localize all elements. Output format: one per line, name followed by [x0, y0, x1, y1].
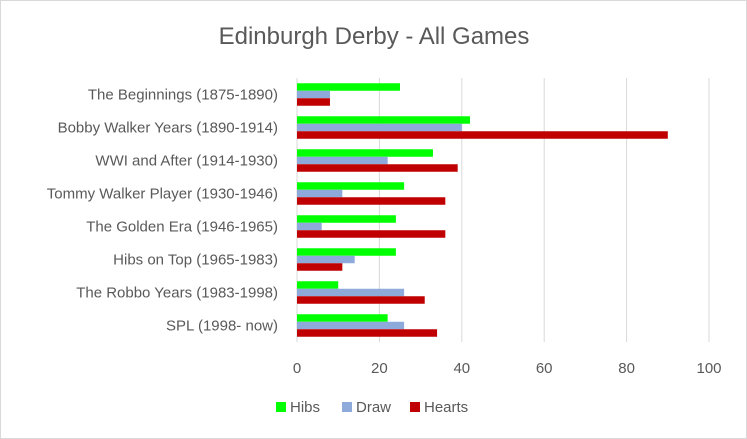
category-label: The Beginnings (1875-1890) — [88, 87, 278, 104]
bar-draw — [297, 288, 405, 297]
bar-hearts — [297, 296, 425, 304]
bar-hearts — [297, 263, 343, 271]
x-tick-label: 80 — [618, 360, 635, 377]
bar-draw — [297, 189, 343, 198]
legend-label-hearts: Hearts — [424, 399, 468, 416]
bar-hearts — [297, 98, 330, 106]
bar-draw — [297, 156, 388, 165]
bar-draw — [297, 90, 330, 99]
bar-draw — [297, 255, 355, 264]
bar-draw — [297, 123, 462, 132]
category-label: SPL (1998- now) — [166, 318, 278, 335]
x-axis-ticks: 0 20 40 60 80 100 — [293, 360, 722, 377]
legend-label-hibs: Hibs — [290, 399, 320, 416]
legend-label-draw: Draw — [356, 399, 391, 416]
category-label: The Robbo Years (1983-1998) — [76, 285, 278, 302]
legend-swatch-hibs — [276, 402, 286, 412]
bar-hearts — [297, 230, 446, 238]
bar-hibs — [297, 215, 396, 223]
bar-hearts — [297, 164, 458, 172]
category-labels: The Beginnings (1875-1890) Bobby Walker Y… — [47, 87, 278, 335]
bar-hibs — [297, 149, 433, 157]
bar-hibs — [297, 248, 396, 256]
x-tick-label: 20 — [371, 360, 388, 377]
chart-title: Edinburgh Derby - All Games — [219, 23, 530, 50]
category-label: The Golden Era (1946-1965) — [86, 219, 278, 236]
bars — [297, 83, 668, 337]
x-tick-label: 0 — [293, 360, 301, 377]
bar-hibs — [297, 116, 471, 124]
category-label: Bobby Walker Years (1890-1914) — [58, 120, 278, 137]
x-tick-label: 40 — [453, 360, 470, 377]
bar-hearts — [297, 329, 438, 337]
bar-hibs — [297, 83, 400, 91]
category-label: WWI and After (1914-1930) — [95, 153, 278, 170]
x-tick-label: 60 — [536, 360, 553, 377]
bar-draw — [297, 222, 322, 231]
legend-swatch-draw — [342, 402, 352, 412]
legend: Hibs Draw Hearts — [276, 399, 468, 416]
bar-hibs — [297, 182, 405, 190]
bar-hibs — [297, 314, 388, 322]
bar-draw — [297, 321, 405, 330]
category-label: Hibs on Top (1965-1983) — [113, 252, 278, 269]
bar-hearts — [297, 197, 446, 205]
category-label: Tommy Walker Player (1930-1946) — [47, 186, 278, 203]
legend-swatch-hearts — [410, 402, 420, 412]
bar-hearts — [297, 131, 668, 139]
bar-hibs — [297, 281, 339, 289]
x-tick-label: 100 — [696, 360, 721, 377]
